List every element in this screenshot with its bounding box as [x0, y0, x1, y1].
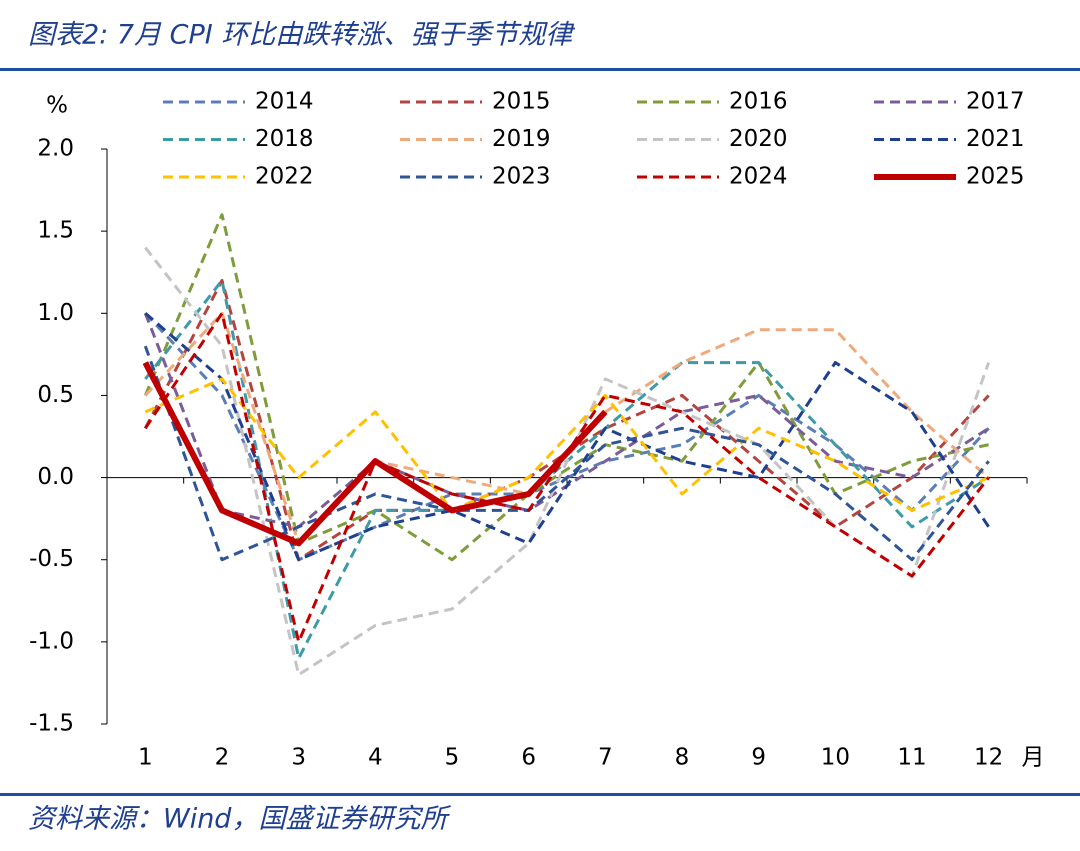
- legend-label: 2018: [255, 126, 314, 152]
- y-tick-label: -1.0: [29, 628, 74, 654]
- legend-label: 2017: [966, 89, 1025, 115]
- legend-label: 2025: [966, 164, 1025, 190]
- y-tick-label: 1.5: [37, 218, 74, 244]
- series-line: [144, 311, 990, 545]
- legend-label: 2024: [729, 164, 788, 190]
- x-tick-label: 12: [974, 745, 1003, 771]
- y-tick-label: -0.5: [29, 546, 74, 572]
- x-tick-label: 5: [445, 745, 460, 771]
- series-line: [143, 345, 990, 562]
- x-tick-label: 2: [215, 745, 230, 771]
- x-tick-label: 1: [138, 745, 153, 771]
- x-axis-label: 月: [1022, 745, 1045, 771]
- y-tick-label: 1.0: [37, 300, 74, 326]
- series-line: [144, 377, 990, 512]
- x-tick-label: 8: [675, 745, 690, 771]
- series-line: [144, 312, 990, 562]
- legend-label: 2021: [966, 126, 1025, 152]
- legend-label: 2014: [255, 89, 314, 115]
- legend-label: 2022: [255, 164, 314, 190]
- legend-label: 2019: [492, 126, 551, 152]
- x-tick-label: 4: [368, 745, 383, 771]
- y-tick-label: 2.0: [37, 136, 74, 162]
- x-tick-label: 7: [598, 745, 613, 771]
- legend-label: 2015: [492, 89, 551, 115]
- chart-title: 图表2: 7月 CPI 环比由跌转涨、强于季节规律: [28, 20, 575, 51]
- y-tick-label: 0.5: [37, 382, 74, 408]
- x-tick-label: 9: [751, 745, 766, 771]
- x-tick-label: 11: [897, 745, 926, 771]
- top-rule: [0, 68, 1080, 71]
- legend-label: 2020: [729, 126, 788, 152]
- x-tick-label: 6: [521, 745, 536, 771]
- source: 资料来源：Wind，国盛证券研究所: [28, 804, 451, 835]
- legend-label: 2023: [492, 164, 551, 190]
- legend-label: 2016: [729, 89, 788, 115]
- x-tick-label: 10: [821, 745, 850, 771]
- series-line: [142, 361, 608, 547]
- y-axis-label: %: [46, 93, 68, 119]
- y-tick-label: 0.0: [37, 464, 74, 490]
- series-line: [143, 213, 989, 562]
- y-tick-label: -1.5: [29, 711, 74, 737]
- bottom-rule: [0, 793, 1080, 796]
- x-tick-label: 3: [291, 745, 306, 771]
